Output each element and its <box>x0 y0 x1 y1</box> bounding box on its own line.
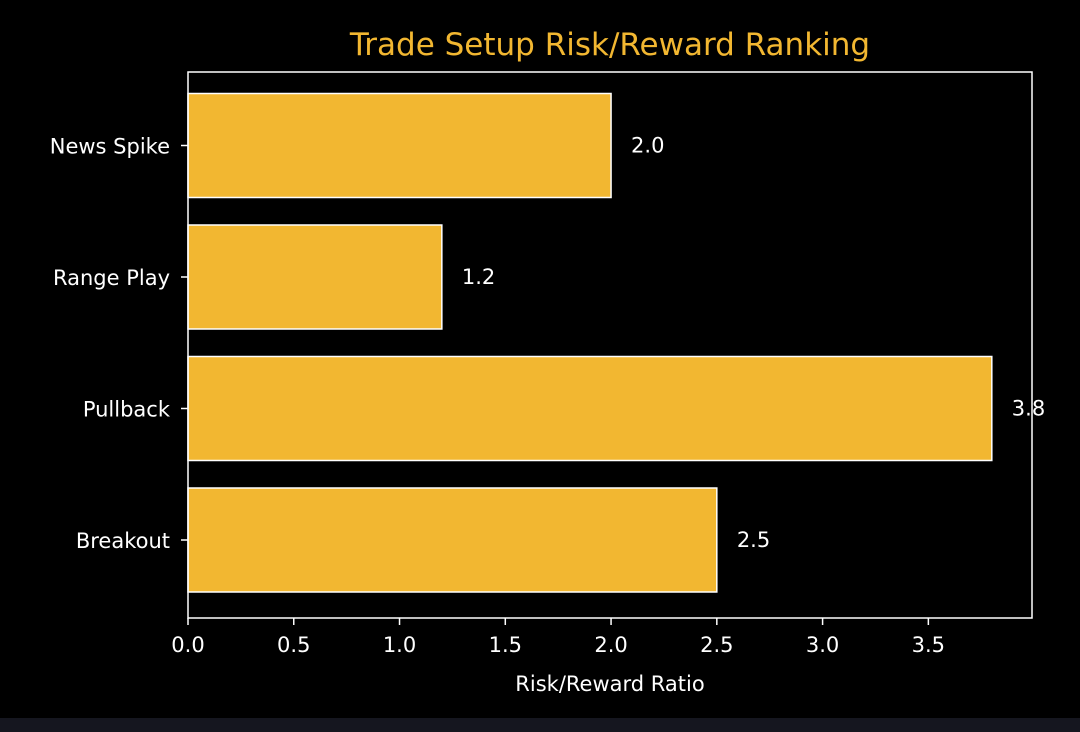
value-label: 3.8 <box>1012 397 1045 421</box>
y-tick-label: News Spike <box>50 135 170 159</box>
x-tick-label: 0.5 <box>277 633 310 657</box>
y-tick-label: Range Play <box>53 266 170 290</box>
bar-range-play <box>187 224 443 330</box>
y-tick-label: Pullback <box>83 398 171 422</box>
x-tick-label: 3.0 <box>806 633 839 657</box>
x-axis-label: Risk/Reward Ratio <box>515 672 704 696</box>
x-tick-label: 3.5 <box>912 633 945 657</box>
chart-title: Trade Setup Risk/Reward Ranking <box>349 27 870 63</box>
x-tick-label: 2.5 <box>700 633 733 657</box>
x-axis: 0.0 0.5 1.0 1.5 2.0 2.5 3.0 3.5 <box>171 618 945 657</box>
x-tick-label: 2.0 <box>594 633 627 657</box>
value-label: 2.0 <box>631 134 664 158</box>
bars-layer <box>187 92 993 593</box>
y-axis: Breakout Pullback Range Play News Spike <box>50 135 188 553</box>
bar-breakout <box>187 487 718 593</box>
bar-news-spike <box>187 92 612 199</box>
value-labels-layer: 2.5 3.8 1.2 2.0 <box>462 134 1045 553</box>
value-label: 2.5 <box>737 528 770 552</box>
value-label: 1.2 <box>462 265 495 289</box>
x-tick-label: 1.5 <box>489 633 522 657</box>
bar-pullback <box>187 355 993 462</box>
x-tick-label: 1.0 <box>383 633 416 657</box>
bottom-strip <box>0 718 1080 732</box>
x-tick-label: 0.0 <box>171 633 204 657</box>
plot-area-frame <box>187 71 1033 619</box>
y-tick-label: Breakout <box>76 529 170 553</box>
